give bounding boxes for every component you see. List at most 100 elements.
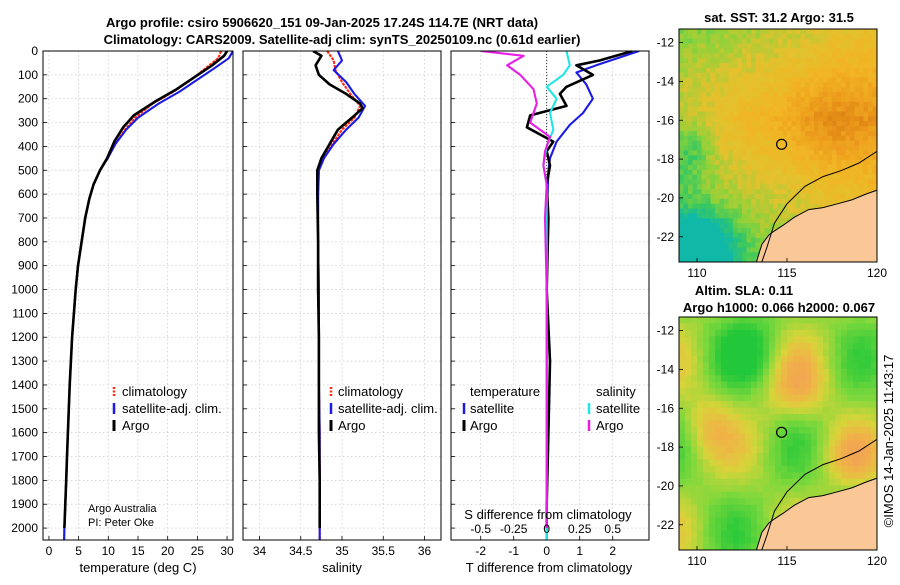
map-cell	[782, 135, 788, 142]
map-cell	[773, 179, 779, 185]
map-cell	[724, 223, 730, 229]
map-cell	[679, 349, 686, 357]
map-cell	[823, 155, 829, 161]
map-cell	[710, 87, 716, 93]
map-cell	[814, 164, 820, 171]
map-cell	[787, 77, 793, 83]
xtick-label: 25	[191, 544, 205, 558]
map-cell	[871, 349, 877, 357]
map-cell	[715, 62, 721, 69]
map-cell	[850, 87, 856, 93]
map-cell	[751, 498, 758, 506]
map-cell	[800, 53, 806, 59]
map-cell	[697, 228, 703, 234]
map-cell	[709, 459, 716, 467]
map-cell	[688, 228, 694, 234]
series-line-temperature-argo	[525, 51, 633, 529]
map-cell	[787, 82, 793, 88]
map-cell	[787, 459, 794, 467]
map-cell	[751, 439, 758, 448]
map-cell	[757, 491, 764, 499]
map-cell	[755, 223, 761, 229]
map-cell	[832, 184, 838, 190]
map-cell	[853, 381, 860, 389]
map-cell	[701, 111, 707, 117]
map-cell	[685, 414, 692, 422]
map-cell	[787, 414, 794, 422]
map-cell	[737, 184, 743, 190]
map-cell	[679, 498, 686, 506]
map-cell	[859, 427, 866, 435]
map-cell	[818, 101, 824, 108]
map-cell	[710, 160, 716, 166]
map-cell	[701, 38, 707, 45]
map-cell	[769, 375, 776, 383]
map-cell	[805, 33, 811, 40]
map-cell	[706, 145, 712, 151]
map-cell	[773, 87, 779, 93]
map-cell	[721, 459, 728, 467]
map-cell	[778, 116, 784, 122]
map-cell	[733, 401, 740, 409]
map-cell	[868, 155, 874, 161]
map-cell	[724, 121, 730, 127]
map-cell	[809, 58, 815, 64]
map-cell	[787, 38, 793, 45]
map-cell	[733, 491, 740, 499]
map-cell	[805, 145, 811, 151]
map-cell	[805, 169, 811, 176]
map-cell	[763, 336, 770, 344]
map-cell	[845, 155, 851, 161]
map-cell	[800, 140, 806, 147]
map-cell	[868, 106, 874, 113]
map-cell	[742, 43, 748, 50]
map-cell	[823, 194, 829, 200]
map-cell	[782, 184, 788, 190]
map-cell	[727, 414, 734, 422]
map-cell	[845, 87, 851, 93]
map-cell	[871, 401, 877, 409]
map-cell	[782, 155, 788, 161]
map-cell	[841, 67, 847, 74]
map-cell	[697, 375, 704, 383]
map-cell	[832, 140, 838, 147]
map-cell	[760, 92, 766, 98]
map-cell	[733, 232, 739, 239]
map-cell	[791, 87, 797, 93]
map-cell	[769, 72, 775, 79]
map-cell	[796, 48, 802, 54]
map-cell	[721, 407, 728, 415]
map-cell	[760, 223, 766, 229]
map-cell	[796, 155, 802, 161]
map-cell	[836, 77, 842, 83]
map-cell	[775, 317, 782, 325]
map-cell	[715, 342, 722, 350]
map-cell	[733, 237, 739, 244]
map-cell	[706, 72, 712, 79]
map-cell	[872, 126, 877, 132]
map-cell	[793, 355, 800, 363]
map-cell	[751, 342, 758, 350]
map-cell	[853, 329, 860, 338]
map-cell	[710, 96, 716, 103]
map-cell	[781, 336, 788, 344]
map-cell	[760, 101, 766, 108]
map-cell	[688, 106, 694, 113]
map-cell	[685, 336, 692, 344]
map-cell	[697, 504, 704, 512]
map-cell	[697, 530, 704, 538]
map-cell	[710, 106, 716, 113]
map-cell	[845, 111, 851, 117]
map-cell	[751, 38, 757, 45]
map-cell	[751, 375, 758, 383]
map-cell	[872, 33, 877, 40]
map-cell	[683, 121, 689, 127]
map-cell	[850, 135, 856, 142]
map-cell	[692, 208, 698, 215]
map-cell	[719, 194, 725, 200]
map-cell	[755, 92, 761, 98]
map-cell	[823, 48, 829, 54]
map-cell	[733, 336, 740, 344]
map-cell	[773, 223, 779, 229]
